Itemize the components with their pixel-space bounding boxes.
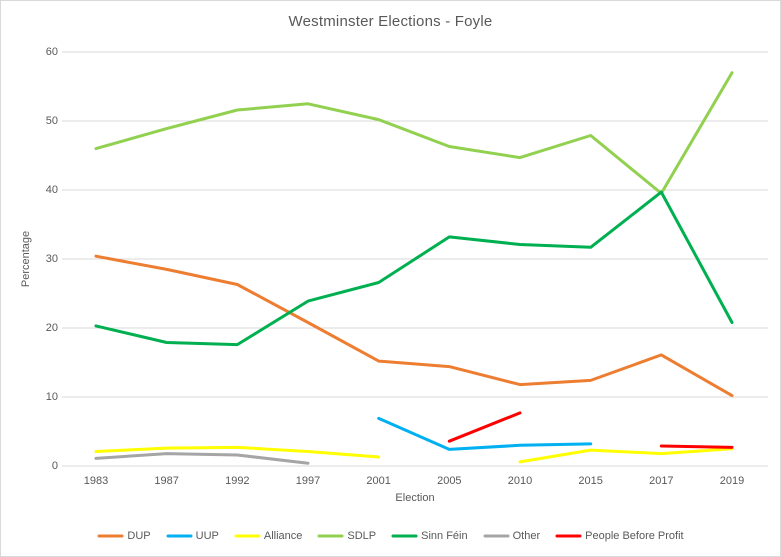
legend-item-dup: DUP [97, 530, 151, 542]
legend-label: UUP [195, 530, 219, 542]
x-axis-title: Election [395, 492, 435, 504]
legend-item-alliance: Alliance [234, 530, 303, 542]
legend-item-sinn-f-in: Sinn Féin [391, 530, 468, 542]
series-line-people-before-profit [659, 444, 734, 449]
x-tick-label-2010: 2010 [507, 475, 533, 487]
legend-swatch-uup [166, 534, 193, 538]
legend-label: SDLP [347, 530, 377, 542]
x-tick-label-1987: 1987 [154, 475, 179, 487]
legend-item-uup: UUP [166, 530, 219, 542]
series-line-sdlp [94, 71, 734, 195]
legend-item-sdlp: SDLP [317, 530, 376, 542]
chart-title: Westminster Elections - Foyle [288, 13, 493, 30]
legend-swatch-other [483, 534, 510, 538]
y-tick-label-60: 60 [45, 46, 58, 58]
legend-swatch-alliance [234, 534, 261, 538]
legend-swatch-people-before-profit [555, 534, 582, 538]
series-line-alliance [518, 447, 734, 464]
series-line-uup [377, 416, 593, 451]
legend-item-people-before-profit: People Before Profit [555, 530, 684, 542]
x-tick-label-2015: 2015 [578, 475, 603, 487]
y-axis-title: Percentage [20, 230, 32, 288]
series-line-dup [94, 254, 734, 398]
legend-item-other: Other [483, 530, 541, 542]
series-line-sinn-f-in [94, 190, 734, 347]
y-tick-label-30: 30 [45, 253, 58, 265]
legend-swatch-sdlp [317, 534, 344, 538]
legend-label: DUP [127, 530, 151, 542]
x-tick-label-1992: 1992 [225, 475, 250, 487]
legend-label: Alliance [263, 530, 303, 542]
x-tick-label-1997: 1997 [295, 475, 321, 487]
legend: DUP UUP Alliance SDLP Sinn Féin Other People B… [1, 530, 780, 542]
legend-label: People Before Profit [585, 530, 684, 542]
x-tick-label-2017: 2017 [649, 475, 674, 487]
legend-swatch-dup [97, 534, 124, 538]
legend-label: Other [512, 530, 541, 542]
series-line-alliance [94, 445, 381, 459]
x-tick-label-1983: 1983 [83, 475, 109, 487]
y-tick-label-50: 50 [45, 115, 58, 127]
series-line-people-before-profit [447, 411, 522, 443]
x-tick-label-2005: 2005 [437, 475, 462, 487]
y-tick-label-0: 0 [51, 460, 58, 472]
series-line-other [94, 452, 310, 465]
legend-label: Sinn Féin [421, 530, 468, 542]
y-tick-label-10: 10 [45, 391, 58, 403]
y-tick-label-40: 40 [45, 184, 58, 196]
x-tick-label-2019: 2019 [719, 475, 745, 487]
legend-swatch-sinn-f-in [391, 534, 418, 538]
y-tick-label-20: 20 [45, 322, 58, 334]
x-tick-label-2001: 2001 [366, 475, 391, 487]
